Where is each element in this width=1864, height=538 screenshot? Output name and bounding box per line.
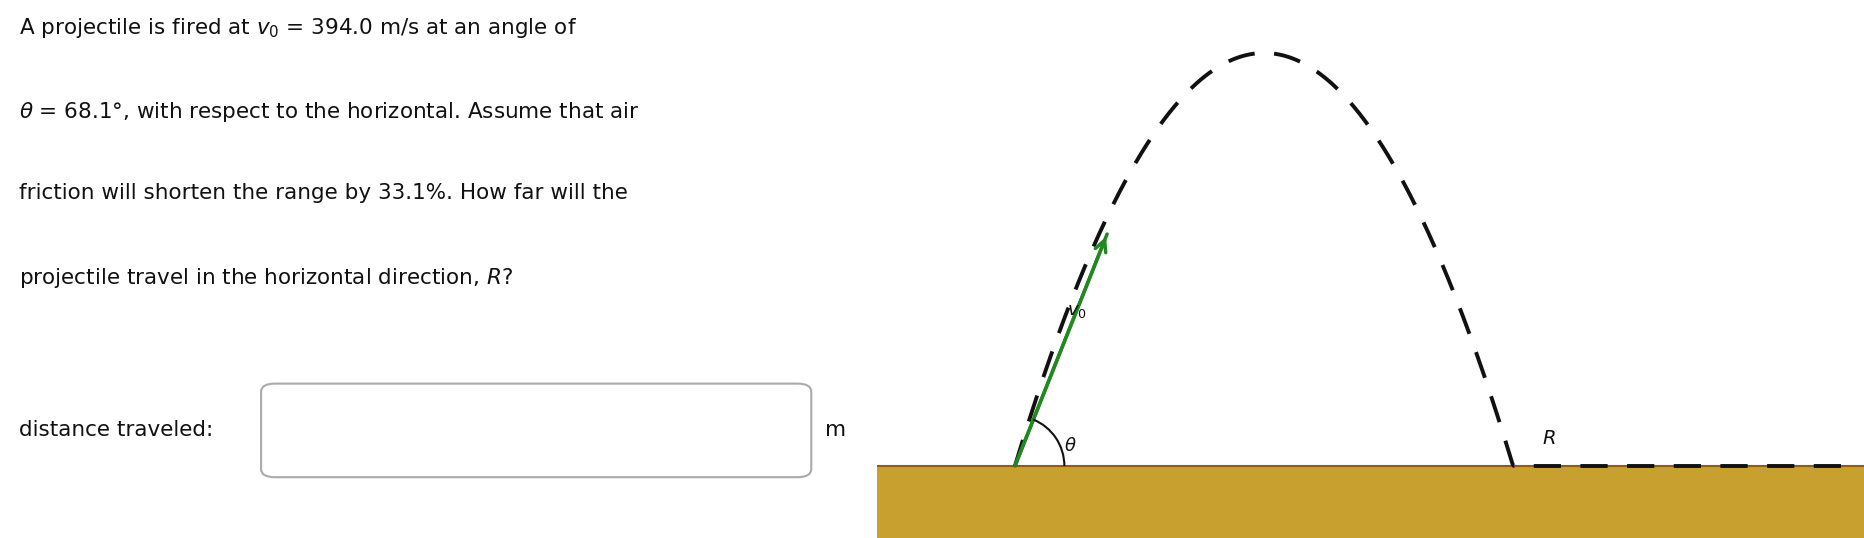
Text: friction will shorten the range by 33.1%. How far will the: friction will shorten the range by 33.1%… xyxy=(19,183,626,203)
Text: $\theta$: $\theta$ xyxy=(1062,437,1076,455)
Bar xyxy=(876,466,1864,538)
Text: m: m xyxy=(824,420,846,441)
Text: $\theta$ = 68.1°, with respect to the horizontal. Assume that air: $\theta$ = 68.1°, with respect to the ho… xyxy=(19,100,639,124)
Text: distance traveled:: distance traveled: xyxy=(19,420,212,441)
Text: $R$: $R$ xyxy=(1542,429,1555,448)
FancyBboxPatch shape xyxy=(261,384,811,477)
Text: $v_0$: $v_0$ xyxy=(1066,302,1087,321)
Text: A projectile is fired at $v_0$ = 394.0 m/s at an angle of: A projectile is fired at $v_0$ = 394.0 m… xyxy=(19,16,576,40)
Text: projectile travel in the horizontal direction, $R$?: projectile travel in the horizontal dire… xyxy=(19,266,513,291)
